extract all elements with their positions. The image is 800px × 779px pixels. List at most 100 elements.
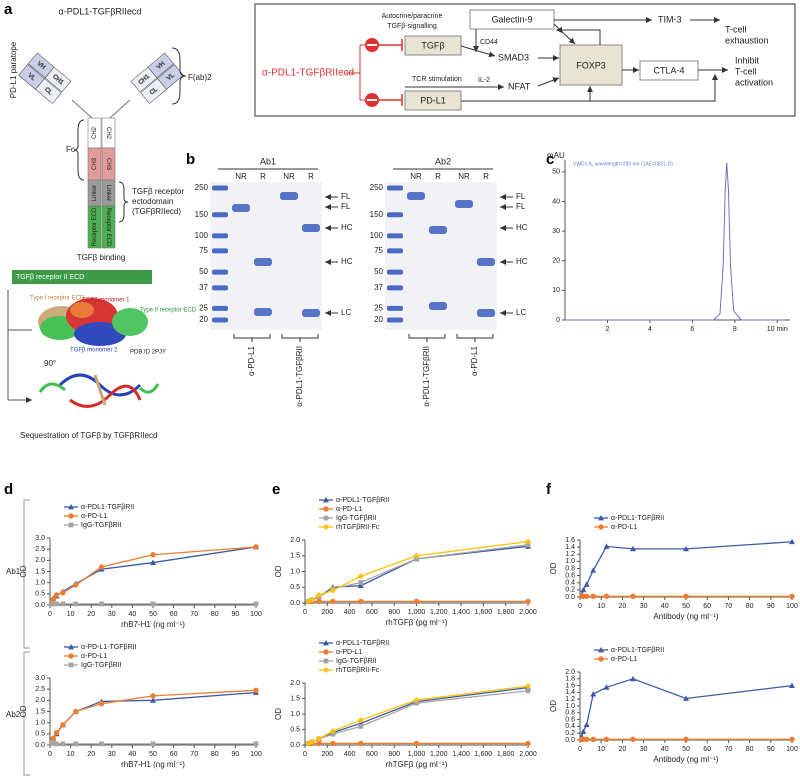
antibody-diagram-part: Receptor ECD [105,208,111,247]
band-label: LC [341,308,351,317]
marker [590,593,596,599]
marker [330,731,336,737]
marker-band [212,317,228,323]
x-tick-label: 10 min [767,326,788,333]
antibody-diagram-part: Sequestration of TGFβ by TGFβRIIecd [20,431,157,440]
marker [68,662,74,668]
marker [413,740,420,747]
y-tick-label: 1.6 [565,537,575,544]
antibody-diagram-part: Type I receptor ECD [30,296,85,302]
x-tick-label: 60 [170,751,178,758]
band-label: FL [516,192,526,201]
y-tick-label: 1.5 [35,708,45,715]
marker [630,545,636,552]
marker [525,538,531,545]
x-axis-label: Antibody (ng ml⁻¹) [653,612,718,621]
antibody-diagram-part: TGFβ binding [77,253,126,262]
y-axis-label: OD [274,565,283,577]
marker [590,691,597,697]
gel-title: Ab1 [260,156,276,166]
pathway-diagram-part: IL-2 [478,77,490,84]
protein-band [302,309,320,317]
marker [323,658,329,664]
marker [54,741,59,747]
x-tick-label: 2,000 [519,609,537,616]
marker-label: 37 [199,283,208,292]
marker-band [212,269,228,275]
antibody-diagram-part: Fc [66,145,75,154]
marker [316,598,322,605]
x-tick-label: 800 [388,751,400,758]
marker-label: 100 [370,231,384,240]
x-tick-label: 50 [682,746,690,753]
marker [323,515,329,521]
pathway-diagram-part [367,44,377,46]
y-tick-label: 0.8 [565,710,575,717]
antibody-diagram-part: VH CH1 VL CL [130,52,184,104]
x-tick-label: 70 [190,611,198,618]
lane-bracket [281,334,319,342]
x-tick-label: 2 [605,326,609,333]
marker-label: 250 [195,183,209,192]
marker [150,552,156,558]
antibody-diagram-part-part [74,322,126,346]
marker [99,601,104,607]
marker-label: 100 [195,231,209,240]
antibody-diagram-part-part [101,205,116,249]
y-tick-label: 2.0 [35,697,45,704]
y-tick-label: 0.5 [35,731,45,738]
marker [253,601,259,607]
x-axis-label: rhB7-H1 (ng ml⁻¹) [121,760,185,769]
x-tick-label: 10 [67,751,75,758]
pathway-diagram-part: activation [735,77,773,87]
row-labels-part: Ab1 [6,567,21,576]
marker-band [212,248,228,254]
x-tick-label: 80 [746,603,754,610]
marker [323,649,329,655]
x-tick-label: 6 [690,326,694,333]
y-tick-label: 0.6 [565,572,575,579]
y-tick-label: 1.4 [565,544,575,551]
x-tick-label: 30 [640,746,648,753]
y-tick-label: 10 [552,287,560,294]
x-tick-label: 1,600 [475,609,493,616]
x-tick-label: 600 [366,751,378,758]
protein-band [455,200,473,208]
x-tick-label: 0 [303,751,307,758]
x-tick-label: 40 [129,751,137,758]
x-tick-label: 1,800 [497,609,515,616]
legend-label: α-PD-L1 [336,506,362,513]
marker [357,717,364,724]
pathway-diagram-part-part [461,74,718,102]
legend-label: α-PD-L1 [611,656,637,663]
marker-label: 20 [374,315,383,324]
y-tick-label: 0 [556,317,560,324]
antibody-diagram-part-part: VL [166,72,176,82]
y-tick-label: 1.0 [290,568,300,575]
marker [413,552,420,559]
x-tick-label: 30 [108,611,116,618]
x-tick-label: 40 [661,746,669,753]
legend-label: α-PD-L1-TGFβRII [81,644,137,651]
antibody-diagram-part-part: VH [156,61,166,71]
y-tick-label: 20 [552,258,560,265]
condition-label: R [435,172,441,181]
x-tick-label: 70 [725,746,733,753]
legend-label: IgG-TGFβRII [336,658,377,665]
x-tick-label: 10 [597,746,605,753]
marker [598,524,604,530]
y-tick-label: 2.0 [565,669,575,676]
x-tick-label: 4 [648,326,652,333]
marker [308,738,315,745]
y-tick-label: 1.0 [565,703,575,710]
y-tick-label: 0.2 [565,587,575,594]
antibody-diagram-part [118,181,129,223]
panel-labels-part: f [546,481,552,498]
y-tick-label: 30 [552,228,560,235]
panel-labels-part: e [272,481,280,498]
marker [525,740,531,747]
antibody-diagram-part: PD-L1 paratope [9,41,18,98]
marker-band [387,185,403,191]
antibody-diagram-part: VH CH1 VL CL [18,52,72,104]
x-tick-label: 100 [250,611,262,618]
